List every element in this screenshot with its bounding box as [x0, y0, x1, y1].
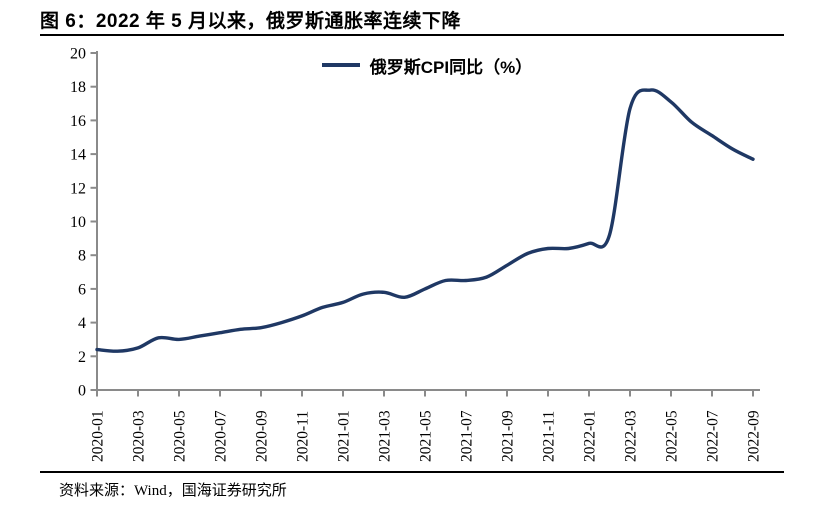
- x-tick-label: 2020-01: [90, 410, 107, 462]
- x-tick-label: 2022-07: [705, 410, 722, 462]
- x-tick-label: 2022-03: [623, 410, 640, 462]
- y-tick-label: 12: [70, 180, 86, 197]
- x-tick-label: 2021-07: [459, 410, 476, 462]
- x-tick-label: 2020-03: [131, 410, 148, 462]
- legend: 俄罗斯CPI同比（%）: [97, 54, 757, 77]
- x-tick-label: 2021-11: [541, 411, 558, 462]
- figure-title: 图 6：2022 年 5 月以来，俄罗斯通胀率连续下降: [40, 11, 462, 32]
- x-tick-label: 2022-01: [582, 410, 599, 462]
- x-tick-label: 2020-11: [295, 411, 312, 462]
- x-tick-label: 2021-03: [377, 410, 394, 462]
- y-tick-label: 20: [70, 46, 86, 63]
- y-tick-label: 10: [70, 214, 86, 231]
- footer-divider-line: [40, 471, 784, 473]
- y-tick-label: 16: [70, 113, 86, 130]
- x-tick-label: 2020-05: [172, 410, 189, 462]
- y-tick-label: 2: [78, 349, 86, 366]
- y-tick-label: 0: [78, 383, 86, 400]
- x-tick-label: 2020-09: [254, 410, 271, 462]
- x-tick-label: 2021-05: [418, 410, 435, 462]
- x-tick-label: 2022-09: [746, 410, 763, 462]
- y-tick-label: 8: [78, 248, 86, 265]
- source-note: 资料来源：Wind，国海证券研究所: [59, 483, 287, 499]
- y-tick-label: 6: [78, 281, 86, 298]
- title-divider-line: [40, 34, 784, 36]
- y-tick-label: 14: [70, 147, 86, 164]
- x-tick-label: 2021-01: [336, 410, 353, 462]
- legend-line-swatch: [321, 63, 360, 67]
- x-tick-label: 2021-09: [500, 410, 517, 462]
- cpi-line-chart: 0 2 4 6 8 10 12 14 16 18 20 2020-01 2020-03 2020-05 20…: [70, 46, 763, 463]
- y-tick-label: 18: [70, 79, 86, 96]
- cpi-series-line: [95, 88, 755, 353]
- legend-label: 俄罗斯CPI同比（%）: [369, 57, 533, 77]
- y-tick-label: 4: [78, 315, 86, 332]
- x-tick-label: 2022-05: [664, 410, 681, 462]
- x-tick-label: 2020-07: [213, 410, 230, 462]
